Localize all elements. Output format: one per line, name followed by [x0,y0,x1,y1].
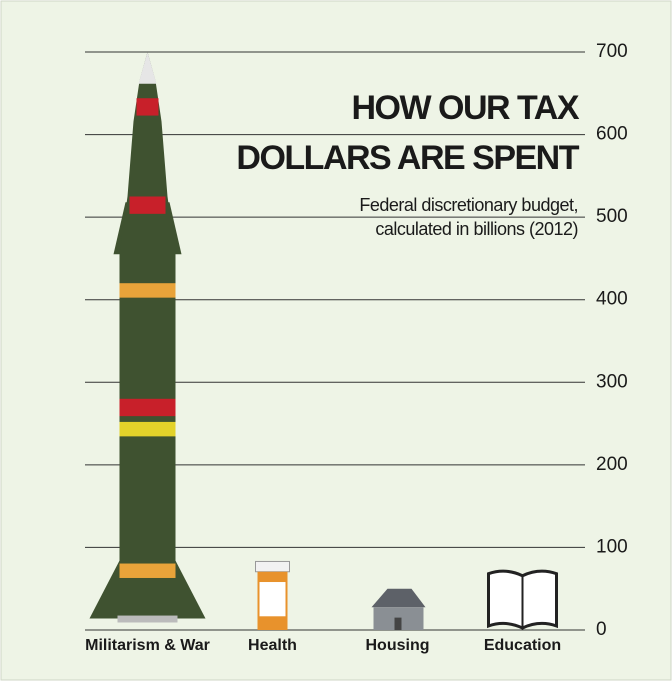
y-tick-label: 500 [596,206,628,227]
y-tick-label: 200 [596,454,628,475]
marks [89,52,558,630]
bar [371,588,426,630]
y-tick-label: 0 [596,619,607,640]
y-tick-label: 700 [596,41,628,62]
bar [89,52,206,623]
rocket-band [119,563,176,578]
x-tick-label: Health [248,637,297,654]
y-tick-label: 600 [596,124,628,145]
bar [255,560,290,630]
house-door [394,617,402,630]
rocket-band [119,283,176,298]
labels: 0 100 200 300 400 500 600 700 HOW OUR TAX DOLLARS… [85,41,628,654]
house-roof [371,588,426,608]
bottle-cap [255,560,290,573]
chart-title: HOW OUR TAX [351,89,579,127]
chart-title: DOLLARS ARE SPENT [236,139,579,177]
y-tick-label: 400 [596,289,628,310]
rocket-band [129,196,166,214]
rocket-tip [138,52,157,84]
x-tick-label: Militarism & War [85,637,210,654]
y-tick-label: 300 [596,371,628,392]
bottle-label [259,582,286,617]
x-tick-label: Housing [366,637,430,654]
rocket-band [119,421,176,437]
rocket-body [119,52,176,622]
x-tick-label: Education [484,637,561,654]
rocket-band [136,98,159,116]
bar [487,569,558,630]
chart-subtitle: calculated in billions (2012) [375,219,578,239]
y-tick-label: 100 [596,536,628,557]
rocket-band [119,398,176,417]
rocket-base [117,615,178,623]
chart-subtitle: Federal discretionary budget, [359,195,578,215]
